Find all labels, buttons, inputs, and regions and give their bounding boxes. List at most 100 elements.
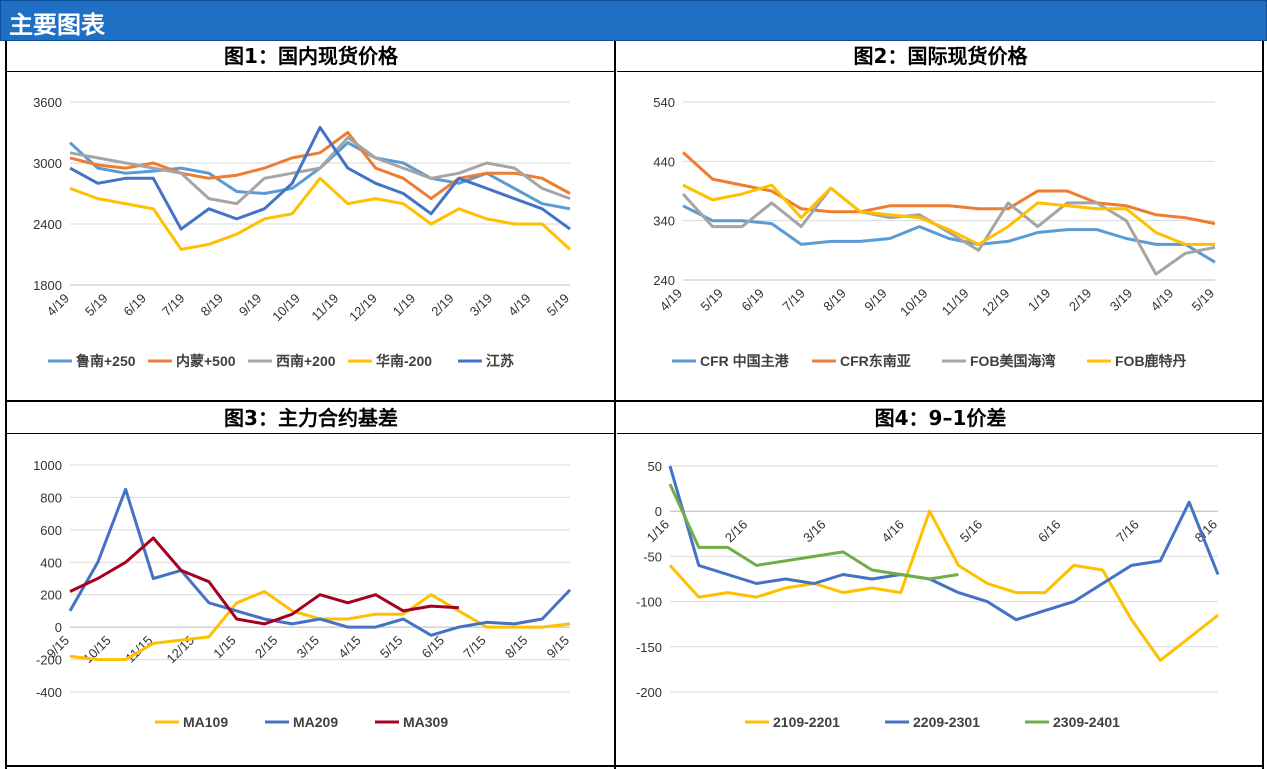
y-tick-label: -150	[636, 640, 662, 655]
x-tick-label: 5/19	[544, 291, 573, 320]
x-tick-label: 4/19	[657, 286, 686, 315]
y-tick-label: 540	[653, 95, 675, 110]
x-tick-label: 6/15	[419, 633, 448, 662]
x-tick-label: 6/19	[121, 291, 150, 320]
x-tick-label: 4/19	[505, 291, 534, 320]
legend-label: 2109-2201	[773, 714, 840, 730]
x-tick-label: 11/15	[123, 633, 156, 666]
y-tick-label: 240	[653, 273, 675, 288]
legend-label: 2309-2401	[1053, 714, 1120, 730]
x-tick-label: 4/19	[44, 291, 73, 320]
x-tick-label: 4/19	[1148, 286, 1177, 315]
panel-title-3: 图3：主力合约基差	[7, 403, 615, 434]
legend-label: CFR东南亚	[840, 353, 911, 369]
x-tick-label: 9/19	[236, 291, 265, 320]
y-tick-label: 3600	[33, 95, 62, 110]
y-tick-label: -200	[36, 653, 62, 668]
y-tick-label: -50	[643, 549, 662, 564]
x-tick-label: 5/19	[698, 286, 727, 315]
legend-label: 华南-200	[376, 353, 432, 369]
series-line-4	[682, 183, 1215, 246]
y-tick-label: 200	[40, 588, 62, 603]
y-tick-label: 400	[40, 555, 62, 570]
x-tick-label: 11/19	[939, 286, 972, 319]
x-tick-label: 10/19	[897, 286, 931, 320]
y-tick-label: -200	[636, 685, 662, 700]
x-tick-label: 3/16	[800, 517, 829, 546]
x-tick-label: 8/19	[820, 286, 849, 315]
x-tick-label: 1/15	[210, 633, 239, 662]
series-line-1	[668, 509, 1219, 662]
x-tick-label: 3/15	[294, 633, 323, 662]
series-line-2	[668, 465, 1220, 622]
x-tick-label: 7/19	[779, 286, 808, 315]
x-tick-label: 11/19	[308, 291, 341, 324]
y-tick-label: 50	[648, 459, 662, 474]
series-line-5	[69, 125, 571, 231]
page-header-title: 主要图表	[9, 11, 105, 39]
divider-bottom	[7, 765, 1262, 767]
y-tick-label: 3000	[33, 156, 62, 171]
series-line-1	[69, 590, 571, 662]
legend-label: 鲁南+250	[75, 353, 136, 369]
x-tick-label: 5/16	[957, 517, 986, 546]
series-line-3	[668, 483, 959, 581]
y-tick-label: 1800	[33, 278, 62, 293]
x-tick-label: 7/16	[1113, 517, 1142, 546]
x-tick-label: 9/15	[544, 633, 573, 662]
legend-label: FOB美国海湾	[970, 353, 1056, 369]
y-tick-label: 1000	[33, 458, 62, 473]
x-tick-label: 2/15	[252, 633, 281, 662]
legend-label: MA109	[183, 714, 228, 730]
x-tick-label: 3/19	[467, 291, 496, 320]
x-tick-label: 9/19	[861, 286, 890, 315]
x-tick-label: 5/15	[377, 633, 406, 662]
x-tick-label: 7/15	[460, 633, 489, 662]
y-tick-label: 800	[40, 490, 62, 505]
x-tick-label: 12/19	[979, 286, 1013, 320]
y-tick-label: 440	[653, 154, 675, 169]
x-tick-label: 7/19	[159, 291, 188, 320]
y-tick-label: -100	[636, 595, 662, 610]
legend-label: MA309	[403, 714, 448, 730]
series-line-3	[681, 186, 1216, 276]
chart-grid: 图1：国内现货价格 图2：国际现货价格 图3：主力合约基差 图4：9–1价差	[5, 41, 1264, 769]
x-tick-label: 1/19	[390, 291, 419, 320]
legend-label: CFR 中国主港	[700, 353, 790, 369]
x-tick-label: 6/16	[1035, 517, 1064, 546]
y-tick-label: 2400	[33, 217, 62, 232]
page-header: 主要图表	[0, 0, 1267, 41]
x-tick-label: 5/19	[1189, 286, 1218, 315]
series-line-2	[681, 151, 1216, 226]
x-tick-label: 1/16	[644, 517, 673, 546]
x-tick-label: 6/19	[738, 286, 767, 315]
y-tick-label: 0	[655, 504, 662, 519]
x-tick-label: 10/15	[80, 633, 114, 667]
chart-3: 1000 800 600 400 200 0 -200 -400 9/15 10/15 11/15 1…	[33, 458, 572, 730]
legend-label: 西南+200	[276, 353, 336, 369]
divider-vertical	[614, 41, 616, 769]
series-line-1	[682, 204, 1216, 264]
x-tick-label: 2/19	[1066, 286, 1095, 315]
x-tick-label: 2/19	[428, 291, 457, 320]
divider-horizontal	[7, 400, 1262, 402]
x-tick-label: 3/19	[1107, 286, 1136, 315]
series-line-3	[69, 536, 459, 626]
series-line-2	[69, 131, 571, 201]
y-tick-label: 0	[55, 620, 62, 635]
chart-4: 50 0 -50 -100 -150 -200 1/16 2/16 3/16 4/16 5/16 6/…	[636, 459, 1220, 730]
x-tick-label: 1/19	[1025, 286, 1054, 315]
x-tick-label: 8/19	[197, 291, 226, 320]
legend-label: FOB鹿特丹	[1115, 353, 1187, 369]
x-tick-label: 4/15	[335, 633, 364, 662]
x-tick-label: 5/19	[82, 291, 111, 320]
series-line-2	[68, 487, 572, 637]
legend-label: 江苏	[486, 353, 514, 369]
x-tick-label: 8/15	[502, 633, 531, 662]
series-line-4	[69, 176, 572, 251]
panel-title-4: 图4：9–1价差	[617, 403, 1264, 434]
x-tick-label: 12/19	[346, 291, 380, 325]
